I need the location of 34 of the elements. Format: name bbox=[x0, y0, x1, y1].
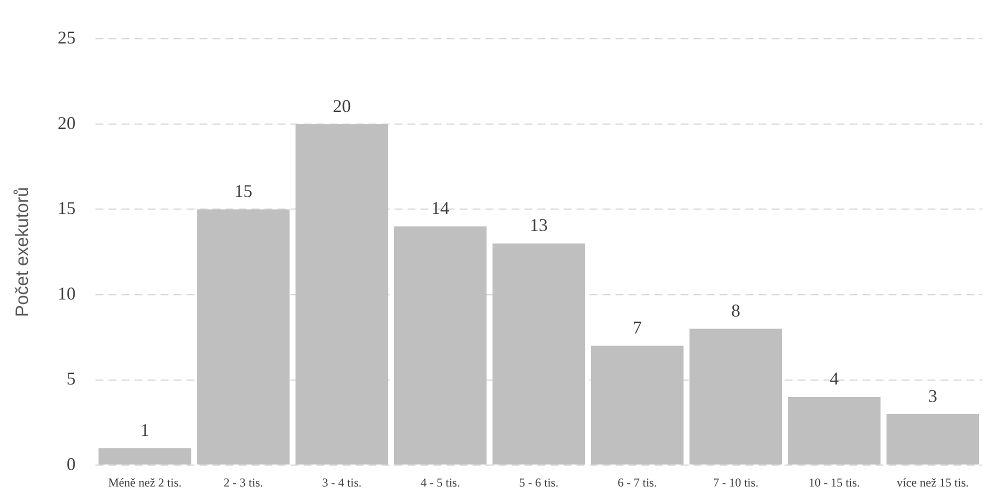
y-axis-title: Počet exekutorů bbox=[12, 186, 32, 318]
bar bbox=[886, 414, 980, 465]
x-tick-label: 4 - 5 tis. bbox=[420, 476, 460, 490]
x-tick-label: 7 - 10 tis. bbox=[713, 476, 758, 490]
x-tick-label: 3 - 4 tis. bbox=[322, 476, 362, 490]
x-tick-label: 2 - 3 tis. bbox=[224, 476, 264, 490]
y-tick-label: 0 bbox=[66, 454, 76, 474]
data-label: 3 bbox=[928, 386, 938, 406]
bar bbox=[591, 346, 684, 465]
x-tick-label: 5 - 6 tis. bbox=[519, 476, 558, 490]
x-tick-label: 6 - 7 tis. bbox=[618, 476, 657, 490]
data-label: 7 bbox=[632, 318, 642, 338]
bar bbox=[296, 124, 388, 465]
y-tick-label: 25 bbox=[58, 28, 76, 48]
bar bbox=[98, 448, 192, 465]
bar bbox=[197, 209, 290, 465]
y-tick-label: 15 bbox=[58, 198, 76, 218]
data-label: 13 bbox=[530, 215, 548, 236]
bar bbox=[788, 396, 881, 465]
bar bbox=[492, 243, 586, 465]
y-tick-label: 5 bbox=[66, 368, 76, 389]
data-label: 20 bbox=[332, 96, 351, 116]
bar bbox=[689, 328, 782, 465]
y-tick-label: 10 bbox=[58, 283, 76, 304]
data-label: 14 bbox=[431, 198, 450, 218]
data-label: 15 bbox=[234, 181, 252, 202]
x-tick-label: Méně než 2 tis. bbox=[108, 476, 182, 490]
data-label: 8 bbox=[731, 300, 740, 320]
x-tick-label: 10 - 15 tis. bbox=[808, 476, 860, 490]
y-tick-label: 20 bbox=[58, 112, 76, 133]
data-label: 4 bbox=[830, 368, 839, 389]
bar bbox=[394, 226, 487, 465]
data-label: 1 bbox=[140, 420, 150, 440]
x-tick-label: více než 15 tis. bbox=[896, 476, 969, 490]
